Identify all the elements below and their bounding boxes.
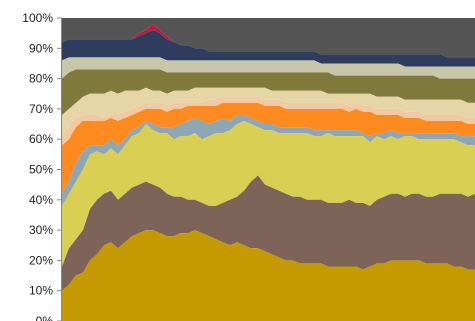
area-series-10 [62,30,475,67]
y-tick-label: 90% [29,41,53,55]
y-tick-label: 100% [22,11,53,25]
area-series-7 [62,87,475,134]
y-tick-label: 40% [29,193,53,207]
area-series-9 [62,57,475,79]
y-axis: 0% 10% 20% 30% 40% 50% 60% 70% 80% 90% 100% [22,11,62,321]
y-tick-label: 30% [29,223,53,237]
area-series-3 [62,121,475,267]
y-tick-label: 70% [29,102,53,116]
area-series-8 [62,69,475,115]
y-tick-label: 10% [29,284,53,298]
y-tick-label: 50% [29,163,53,177]
y-tick-label: 20% [29,253,53,267]
area-series-5 [62,102,475,194]
y-tick-label: 60% [29,132,53,146]
y-tick-label: 80% [29,72,53,86]
area-series-6 [62,96,475,146]
area-series-1 [62,230,475,321]
area-series-12 [62,18,475,58]
y-tick-label: 0% [36,314,54,321]
area-series-4 [62,114,475,206]
area-series-2 [62,175,475,291]
area-series-group [62,18,475,321]
